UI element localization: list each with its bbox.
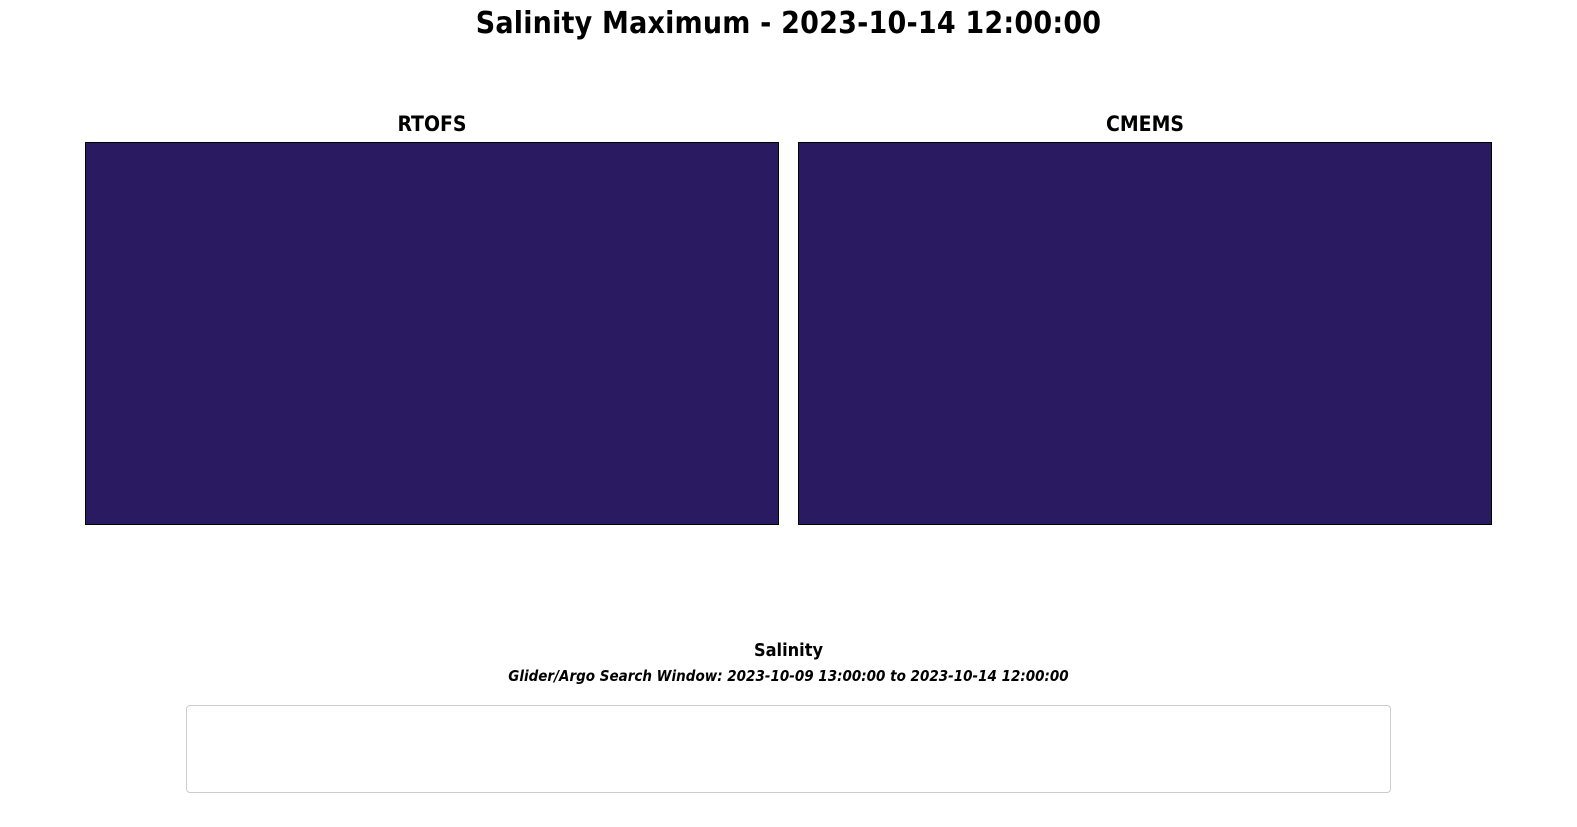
page-title: Salinity Maximum - 2023-10-14 12:00:00 [475,6,1102,41]
colorbar [118,586,1459,614]
panel-title-cmems: CMEMS [1106,112,1184,136]
panel-title-rtofs: RTOFS [397,112,467,136]
legend [186,705,1391,793]
map-panel-cmems[interactable] [798,142,1492,525]
search-window-subtitle: Glider/Argo Search Window: 2023-10-09 13… [508,667,1069,685]
colorbar-title: Salinity [753,640,824,661]
map-panel-rtofs[interactable] [85,142,779,525]
